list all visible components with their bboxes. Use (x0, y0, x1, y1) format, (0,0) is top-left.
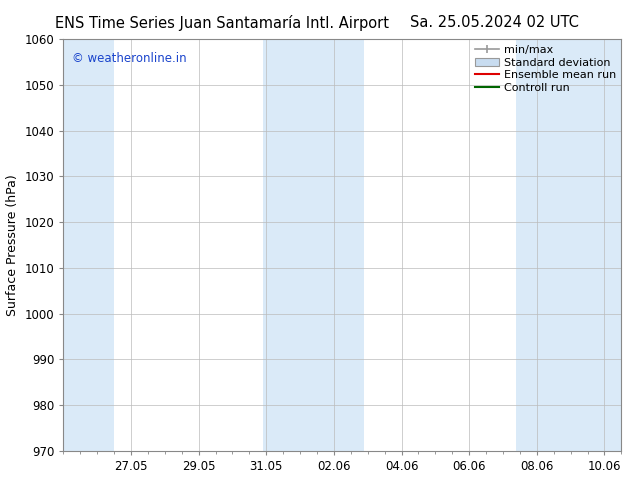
Y-axis label: Surface Pressure (hPa): Surface Pressure (hPa) (6, 174, 19, 316)
Text: © weatheronline.in: © weatheronline.in (72, 51, 186, 65)
Text: ENS Time Series Juan Santamaría Intl. Airport: ENS Time Series Juan Santamaría Intl. Ai… (55, 15, 389, 31)
Bar (263, 39, 365, 451)
Legend: min/max, Standard deviation, Ensemble mean run, Controll run: min/max, Standard deviation, Ensemble me… (472, 43, 618, 96)
Bar (517, 39, 621, 451)
Text: Sa. 25.05.2024 02 UTC: Sa. 25.05.2024 02 UTC (410, 15, 579, 30)
Bar (63, 39, 114, 451)
